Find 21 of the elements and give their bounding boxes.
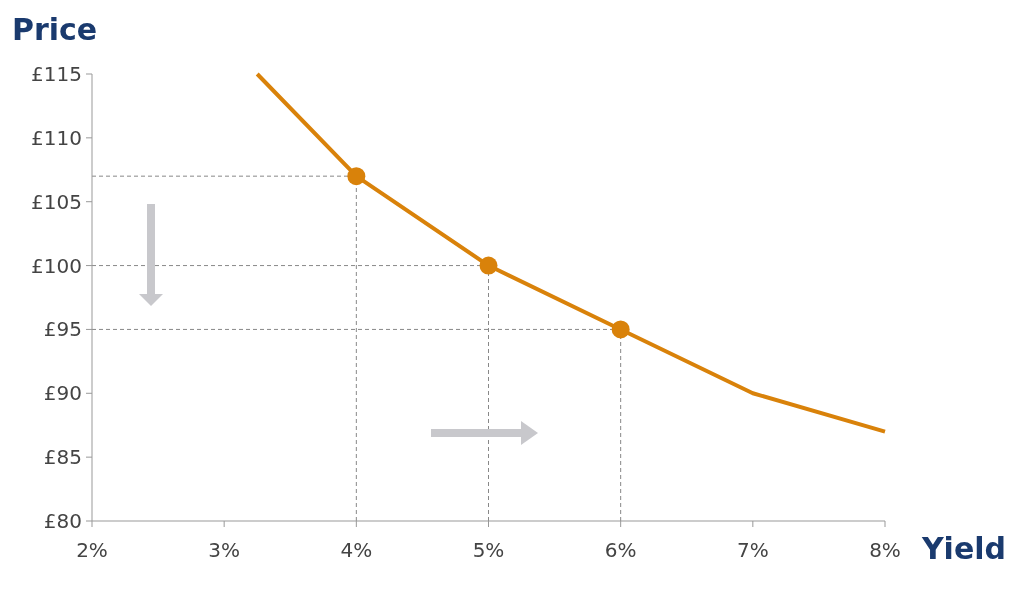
x-tick-label: 8% bbox=[869, 538, 901, 562]
y-axis-title: Price bbox=[12, 12, 98, 47]
point bbox=[347, 167, 366, 186]
y-tick-label: £80 bbox=[43, 509, 82, 533]
x-tick-label: 2% bbox=[76, 538, 108, 562]
line-series bbox=[255, 72, 887, 434]
y-tick-label: £100 bbox=[31, 253, 82, 278]
x-tick-label: 4% bbox=[340, 538, 373, 562]
point bbox=[479, 256, 498, 275]
y-tick-label: £95 bbox=[43, 317, 82, 342]
point bbox=[611, 320, 630, 339]
y-tick-label: £105 bbox=[31, 189, 82, 214]
y-tick-label: £115 bbox=[31, 62, 82, 86]
y-tick-label: £85 bbox=[43, 445, 82, 470]
x-tick-label: 3% bbox=[208, 538, 241, 562]
y-tick-label: £90 bbox=[43, 381, 82, 406]
x-tick-label: 5% bbox=[472, 538, 505, 562]
y-tick-label: £110 bbox=[31, 125, 82, 150]
x-tick-label: 7% bbox=[736, 538, 769, 562]
x-tick-label: 6% bbox=[604, 538, 637, 562]
x-axis-title: Yield bbox=[920, 531, 1006, 566]
